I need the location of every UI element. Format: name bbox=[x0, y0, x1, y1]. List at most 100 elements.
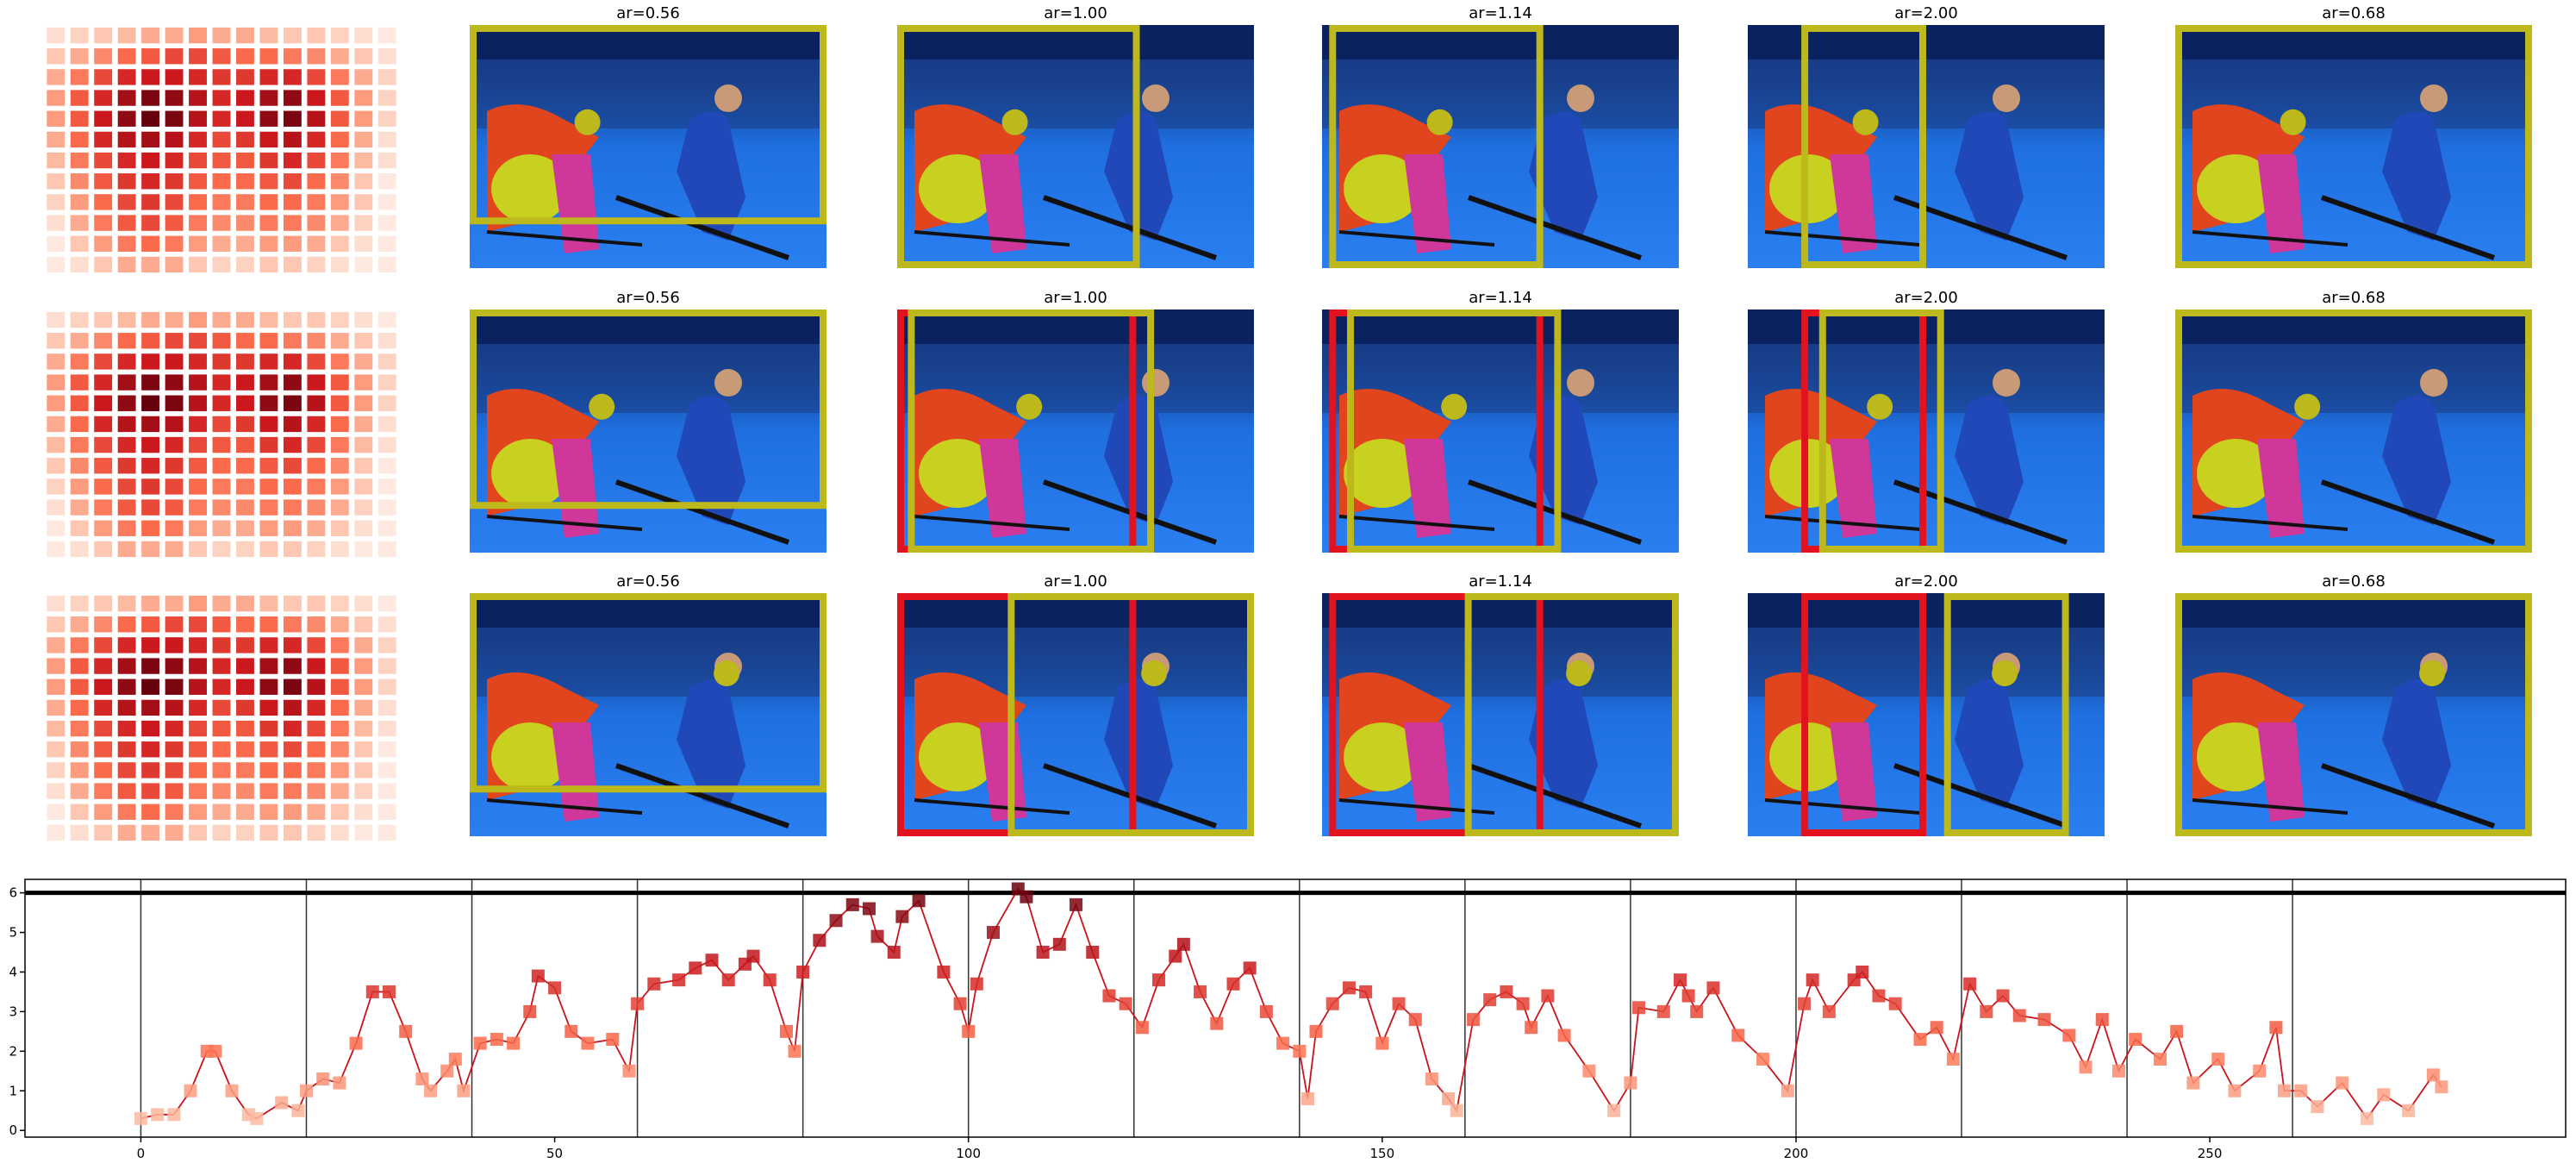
heatmap-cell bbox=[236, 499, 254, 516]
x-tick-label: 150 bbox=[1370, 1146, 1395, 1161]
heatmap-cell bbox=[236, 333, 254, 349]
heatmap-cell bbox=[165, 783, 184, 799]
heatmap-cell bbox=[70, 235, 89, 252]
data-point bbox=[291, 1104, 305, 1117]
heatmap-cell bbox=[70, 762, 89, 778]
heatmap-cell bbox=[283, 478, 302, 495]
heatmap-cell bbox=[330, 152, 349, 169]
data-point bbox=[1632, 1001, 1646, 1015]
heatmap-cell bbox=[212, 374, 231, 391]
heatmap-cell bbox=[259, 762, 278, 778]
crop-box bbox=[1943, 593, 2069, 836]
heatmap-cell bbox=[70, 311, 89, 328]
heatmap-cell bbox=[307, 353, 326, 370]
heatmap-cell bbox=[165, 215, 184, 231]
data-point bbox=[1806, 973, 1819, 987]
heatmap-cell bbox=[259, 595, 278, 612]
heatmap-cell bbox=[47, 637, 65, 653]
data-point bbox=[2012, 1009, 2026, 1022]
heatmap-cell bbox=[189, 720, 207, 737]
heatmap-cell bbox=[117, 215, 136, 231]
heatmap-cell bbox=[189, 27, 207, 44]
data-point bbox=[1946, 1053, 1960, 1066]
heatmap-cell bbox=[189, 520, 207, 536]
x-tick-label: 100 bbox=[956, 1146, 981, 1161]
heatmap-cell bbox=[354, 720, 373, 737]
data-point bbox=[1309, 1024, 1323, 1038]
data-point bbox=[1607, 1104, 1621, 1117]
heatmap-cell bbox=[236, 458, 254, 474]
data-point bbox=[829, 914, 843, 928]
data-point bbox=[1342, 981, 1356, 995]
data-point bbox=[2269, 1021, 2283, 1035]
heatmap-cell bbox=[236, 478, 254, 495]
heatmap-cell bbox=[259, 803, 278, 820]
heatmap-cell bbox=[377, 699, 396, 716]
heatmap-cell bbox=[377, 374, 396, 391]
heatmap-cell bbox=[330, 658, 349, 674]
panel-title: ar=1.14 bbox=[1469, 4, 1532, 22]
heatmap-cell bbox=[117, 90, 136, 106]
heatmap-cell bbox=[283, 131, 302, 148]
heatmap-cell bbox=[189, 478, 207, 495]
photo bbox=[897, 25, 1254, 268]
data-point bbox=[2361, 1111, 2374, 1125]
heatmap-cell bbox=[259, 541, 278, 558]
heatmap-cell bbox=[212, 353, 231, 370]
data-point bbox=[672, 973, 686, 987]
crop-box bbox=[1801, 25, 1927, 268]
panel-title: ar=2.00 bbox=[1894, 4, 1958, 22]
data-point bbox=[1690, 1004, 1704, 1018]
data-point bbox=[1888, 997, 1902, 1010]
heatmap-cell bbox=[212, 824, 231, 841]
heatmap-cell bbox=[283, 616, 302, 633]
data-point bbox=[424, 1084, 438, 1097]
y-tick-label: 4 bbox=[9, 964, 17, 979]
heatmap-cell bbox=[236, 783, 254, 799]
data-point bbox=[2111, 1064, 2125, 1078]
heatmap-cell bbox=[165, 595, 184, 612]
panel-title: ar=0.68 bbox=[2322, 4, 2386, 22]
crop-box bbox=[1329, 25, 1544, 268]
marker-dot bbox=[714, 660, 740, 687]
heatmap-cell bbox=[70, 110, 89, 127]
heatmap-cell bbox=[189, 824, 207, 841]
heatmap-cell bbox=[165, 499, 184, 516]
data-point bbox=[151, 1108, 165, 1122]
heatmap-cell bbox=[70, 173, 89, 190]
crop-box bbox=[2175, 25, 2532, 268]
heatmap-cell bbox=[259, 637, 278, 653]
heatmap-cell bbox=[47, 256, 65, 273]
heatmap-cell bbox=[283, 152, 302, 169]
heatmap-cell bbox=[189, 741, 207, 758]
data-point bbox=[1293, 1044, 1307, 1058]
heatmap-cell bbox=[354, 499, 373, 516]
heatmap-cell bbox=[283, 353, 302, 370]
heatmap-cell bbox=[189, 803, 207, 820]
heatmap-cell bbox=[70, 416, 89, 433]
heatmap-cell bbox=[236, 658, 254, 674]
heatmap-cell bbox=[283, 741, 302, 758]
heatmap-cell bbox=[330, 48, 349, 65]
heatmap-cell bbox=[47, 741, 65, 758]
data-point bbox=[275, 1096, 289, 1110]
heatmap-cell bbox=[354, 616, 373, 633]
panel-title: ar=1.00 bbox=[1044, 4, 1107, 22]
data-point bbox=[870, 929, 884, 943]
heatmap-cell bbox=[189, 637, 207, 653]
data-point bbox=[1359, 985, 1373, 998]
heatmap-cell bbox=[259, 311, 278, 328]
heatmap-cell bbox=[117, 333, 136, 349]
data-point bbox=[2228, 1084, 2242, 1097]
heatmap-cell bbox=[354, 374, 373, 391]
crop-box bbox=[1329, 593, 1544, 836]
heatmap-cell bbox=[94, 235, 113, 252]
heatmap-cell bbox=[189, 416, 207, 433]
data-point bbox=[1500, 985, 1513, 998]
heatmap-cell bbox=[377, 194, 396, 210]
axes-frame bbox=[24, 879, 2567, 1138]
data-point bbox=[1243, 961, 1257, 975]
heatmap-cell bbox=[47, 416, 65, 433]
heatmap-cell bbox=[330, 678, 349, 695]
heatmap-cell bbox=[283, 595, 302, 612]
